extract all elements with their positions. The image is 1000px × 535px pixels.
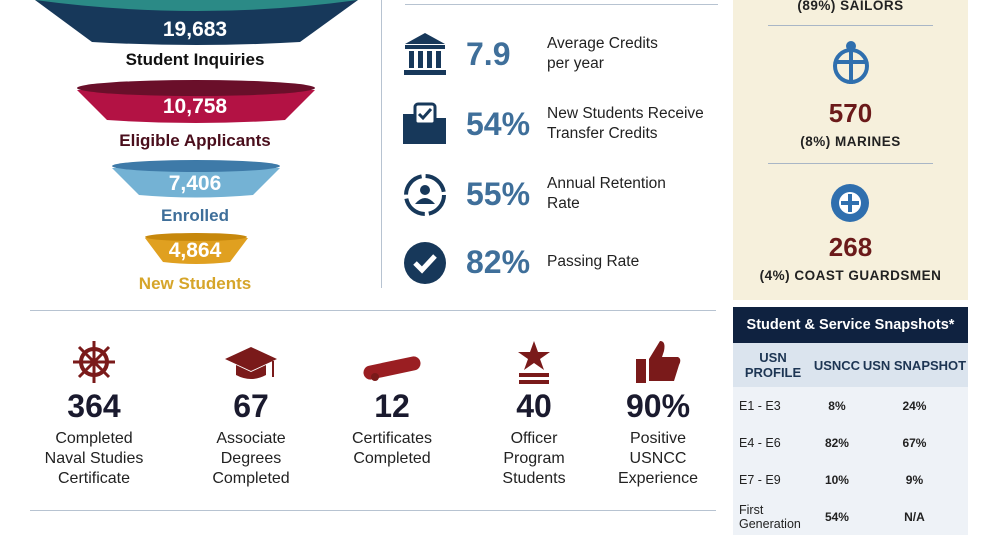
stat-value: 12 (374, 388, 410, 424)
row-label: First Generation (733, 498, 813, 535)
thumbs-up-icon (636, 341, 681, 383)
column-header: USN PROFILE (733, 343, 813, 387)
funnel-label: Eligible Applicants (119, 131, 271, 150)
stat-label: USNCC (629, 450, 687, 467)
marine-emblem-icon (833, 41, 869, 84)
metric-value: 82% (466, 244, 531, 280)
service-label: (4%) COAST GUARDSMEN (759, 268, 942, 283)
service-value: 268 (828, 232, 873, 262)
metric-label: Average Credits (547, 35, 658, 52)
stat-naval-certificate: 364 Completed Naval Studies Certificate (24, 335, 164, 489)
metric-label: Passing Rate (547, 253, 640, 270)
stat-label: Completed (212, 470, 290, 487)
section-divider (30, 510, 716, 511)
service-label: (89%) SAILORS (797, 0, 904, 13)
table-row: E4 - E6 82% 67% (733, 424, 968, 461)
cell: 82% (813, 424, 861, 461)
section-divider (30, 310, 716, 311)
stat-value: 67 (233, 388, 269, 424)
metric-label: per year (547, 55, 604, 72)
funnel-value: 19,683 (162, 18, 228, 41)
metric-value: 7.9 (466, 36, 511, 72)
stat-label: Completed (353, 450, 431, 467)
funnel-label: Enrolled (160, 206, 229, 225)
divider (768, 163, 933, 164)
stat-certificates: 12 Certificates Completed (322, 335, 462, 469)
ship-wheel-icon (73, 341, 115, 383)
top-divider (405, 4, 718, 5)
stat-label: Certificate (57, 470, 131, 487)
stat-label: Positive (629, 430, 687, 447)
column-header: USNCC (813, 343, 861, 387)
metric-retention: 55% Annual Retention Rate (400, 170, 720, 220)
graduation-cap-icon (225, 347, 277, 379)
funnel-label: New Students (138, 274, 252, 293)
stat-label: Certificates (351, 430, 433, 447)
table-row: First Generation 54% N/A (733, 498, 968, 535)
metric-transfer-credits: 54% New Students Receive Transfer Credits (400, 100, 720, 150)
service-label: (8%) MARINES (800, 134, 901, 149)
folder-check-icon (403, 102, 446, 144)
table-title: Student & Service Snapshots* (733, 307, 968, 343)
stat-officer-program: 40 Officer Program Students (464, 335, 604, 489)
stat-label: Degrees (220, 450, 282, 467)
funnel-value: 10,758 (162, 95, 228, 118)
funnel-segment-applicants (77, 80, 315, 123)
table-row: E1 - E3 8% 24% (733, 387, 968, 424)
stat-label: Experience (617, 470, 699, 487)
column-header: USN SNAPSHOT (860, 343, 968, 387)
service-branches-panel: (89%) SAILORS 570 (8%) MARINES 268 (4%) … (733, 0, 968, 300)
funnel-segment-inquiries (35, 0, 358, 45)
metric-label: Annual Retention (547, 175, 666, 192)
metric-value: 55% (466, 176, 531, 212)
coast-guard-emblem-icon (831, 184, 869, 222)
stat-label: Completed (55, 430, 133, 447)
cell: 54% (813, 498, 861, 535)
stat-label: Students (502, 470, 566, 487)
stat-label: Officer (510, 430, 558, 447)
cell: 9% (860, 461, 968, 498)
metric-value: 54% (466, 106, 531, 142)
stat-label: Program (503, 450, 565, 467)
table-row: E7 - E9 10% 9% (733, 461, 968, 498)
row-label: E7 - E9 (733, 461, 813, 498)
retention-cycle-icon (404, 174, 446, 216)
checkmark-circle-icon (404, 242, 446, 284)
row-label: E1 - E3 (733, 387, 813, 424)
funnel-value: 7,406 (168, 172, 222, 195)
officer-star-icon (518, 341, 550, 384)
stat-value: 40 (516, 388, 552, 424)
bank-icon (404, 33, 446, 75)
funnel-segment-new (145, 233, 248, 264)
funnel-segment-enrolled (112, 160, 280, 198)
vertical-divider (381, 0, 382, 288)
stat-value: 90% (625, 388, 691, 424)
stat-positive-experience: 90% Positive USNCC Experience (588, 335, 728, 489)
metric-label: Transfer Credits (547, 125, 658, 142)
divider (768, 25, 933, 26)
metric-label: Rate (547, 195, 580, 212)
stat-label: Naval Studies (44, 450, 144, 467)
stat-associate-degrees: 67 Associate Degrees Completed (181, 335, 321, 489)
cell: 67% (860, 424, 968, 461)
stat-value: 364 (67, 388, 121, 424)
cell: N/A (860, 498, 968, 535)
funnel-value: 4,864 (168, 239, 222, 262)
metric-label: New Students Receive (547, 105, 704, 122)
cell: 10% (813, 461, 861, 498)
snapshot-table: Student & Service Snapshots* USN PROFILE… (733, 307, 968, 535)
metric-average-credits: 7.9 Average Credits per year (400, 30, 720, 80)
row-label: E4 - E6 (733, 424, 813, 461)
cell: 24% (860, 387, 968, 424)
cell: 8% (813, 387, 861, 424)
stat-label: Associate (216, 430, 286, 447)
metric-passing-rate: 82% Passing Rate (400, 238, 720, 288)
funnel-label: Student Inquiries (125, 50, 265, 69)
diploma-scroll-icon (363, 356, 421, 381)
funnel-shapes (35, 0, 358, 264)
service-value: 570 (828, 98, 873, 128)
